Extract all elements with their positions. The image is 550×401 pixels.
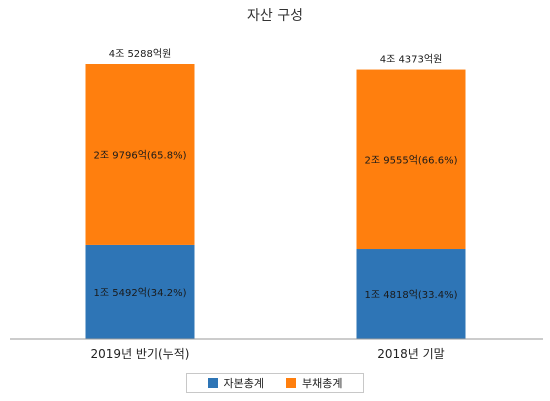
legend-swatch-capital bbox=[207, 378, 218, 388]
legend: 자본총계 부채총계 bbox=[186, 373, 364, 393]
bar-segment-capital[interactable] bbox=[356, 249, 466, 339]
bar-segment-capital[interactable] bbox=[85, 244, 195, 339]
chart-title: 자산 구성 bbox=[247, 8, 303, 24]
legend-label-liabilities: 부채총계 bbox=[302, 377, 343, 390]
bar-segment-liabilities[interactable] bbox=[356, 69, 466, 250]
legend-item-liabilities[interactable]: 부채총계 bbox=[286, 375, 342, 391]
legend-swatch-liabilities bbox=[286, 378, 296, 388]
x-tick-label: 2019년 반기(누적) bbox=[91, 347, 190, 361]
legend-label-capital: 자본총계 bbox=[223, 377, 264, 390]
data-label-capital: 1조 5492억(34.2%) bbox=[94, 287, 187, 299]
bar-segment-liabilities[interactable] bbox=[85, 64, 195, 245]
total-label: 4조 4373억원 bbox=[380, 54, 443, 66]
legend-item-capital[interactable]: 자본총계 bbox=[207, 375, 264, 391]
data-label-capital: 1조 4818억(33.4%) bbox=[365, 289, 458, 301]
data-label-liabilities: 2조 9796억(65.8%) bbox=[94, 149, 187, 161]
data-label-liabilities: 2조 9555억(66.6%) bbox=[365, 154, 458, 166]
total-label: 4조 5288억원 bbox=[109, 48, 172, 60]
x-tick-label: 2018년 기말 bbox=[377, 347, 444, 361]
